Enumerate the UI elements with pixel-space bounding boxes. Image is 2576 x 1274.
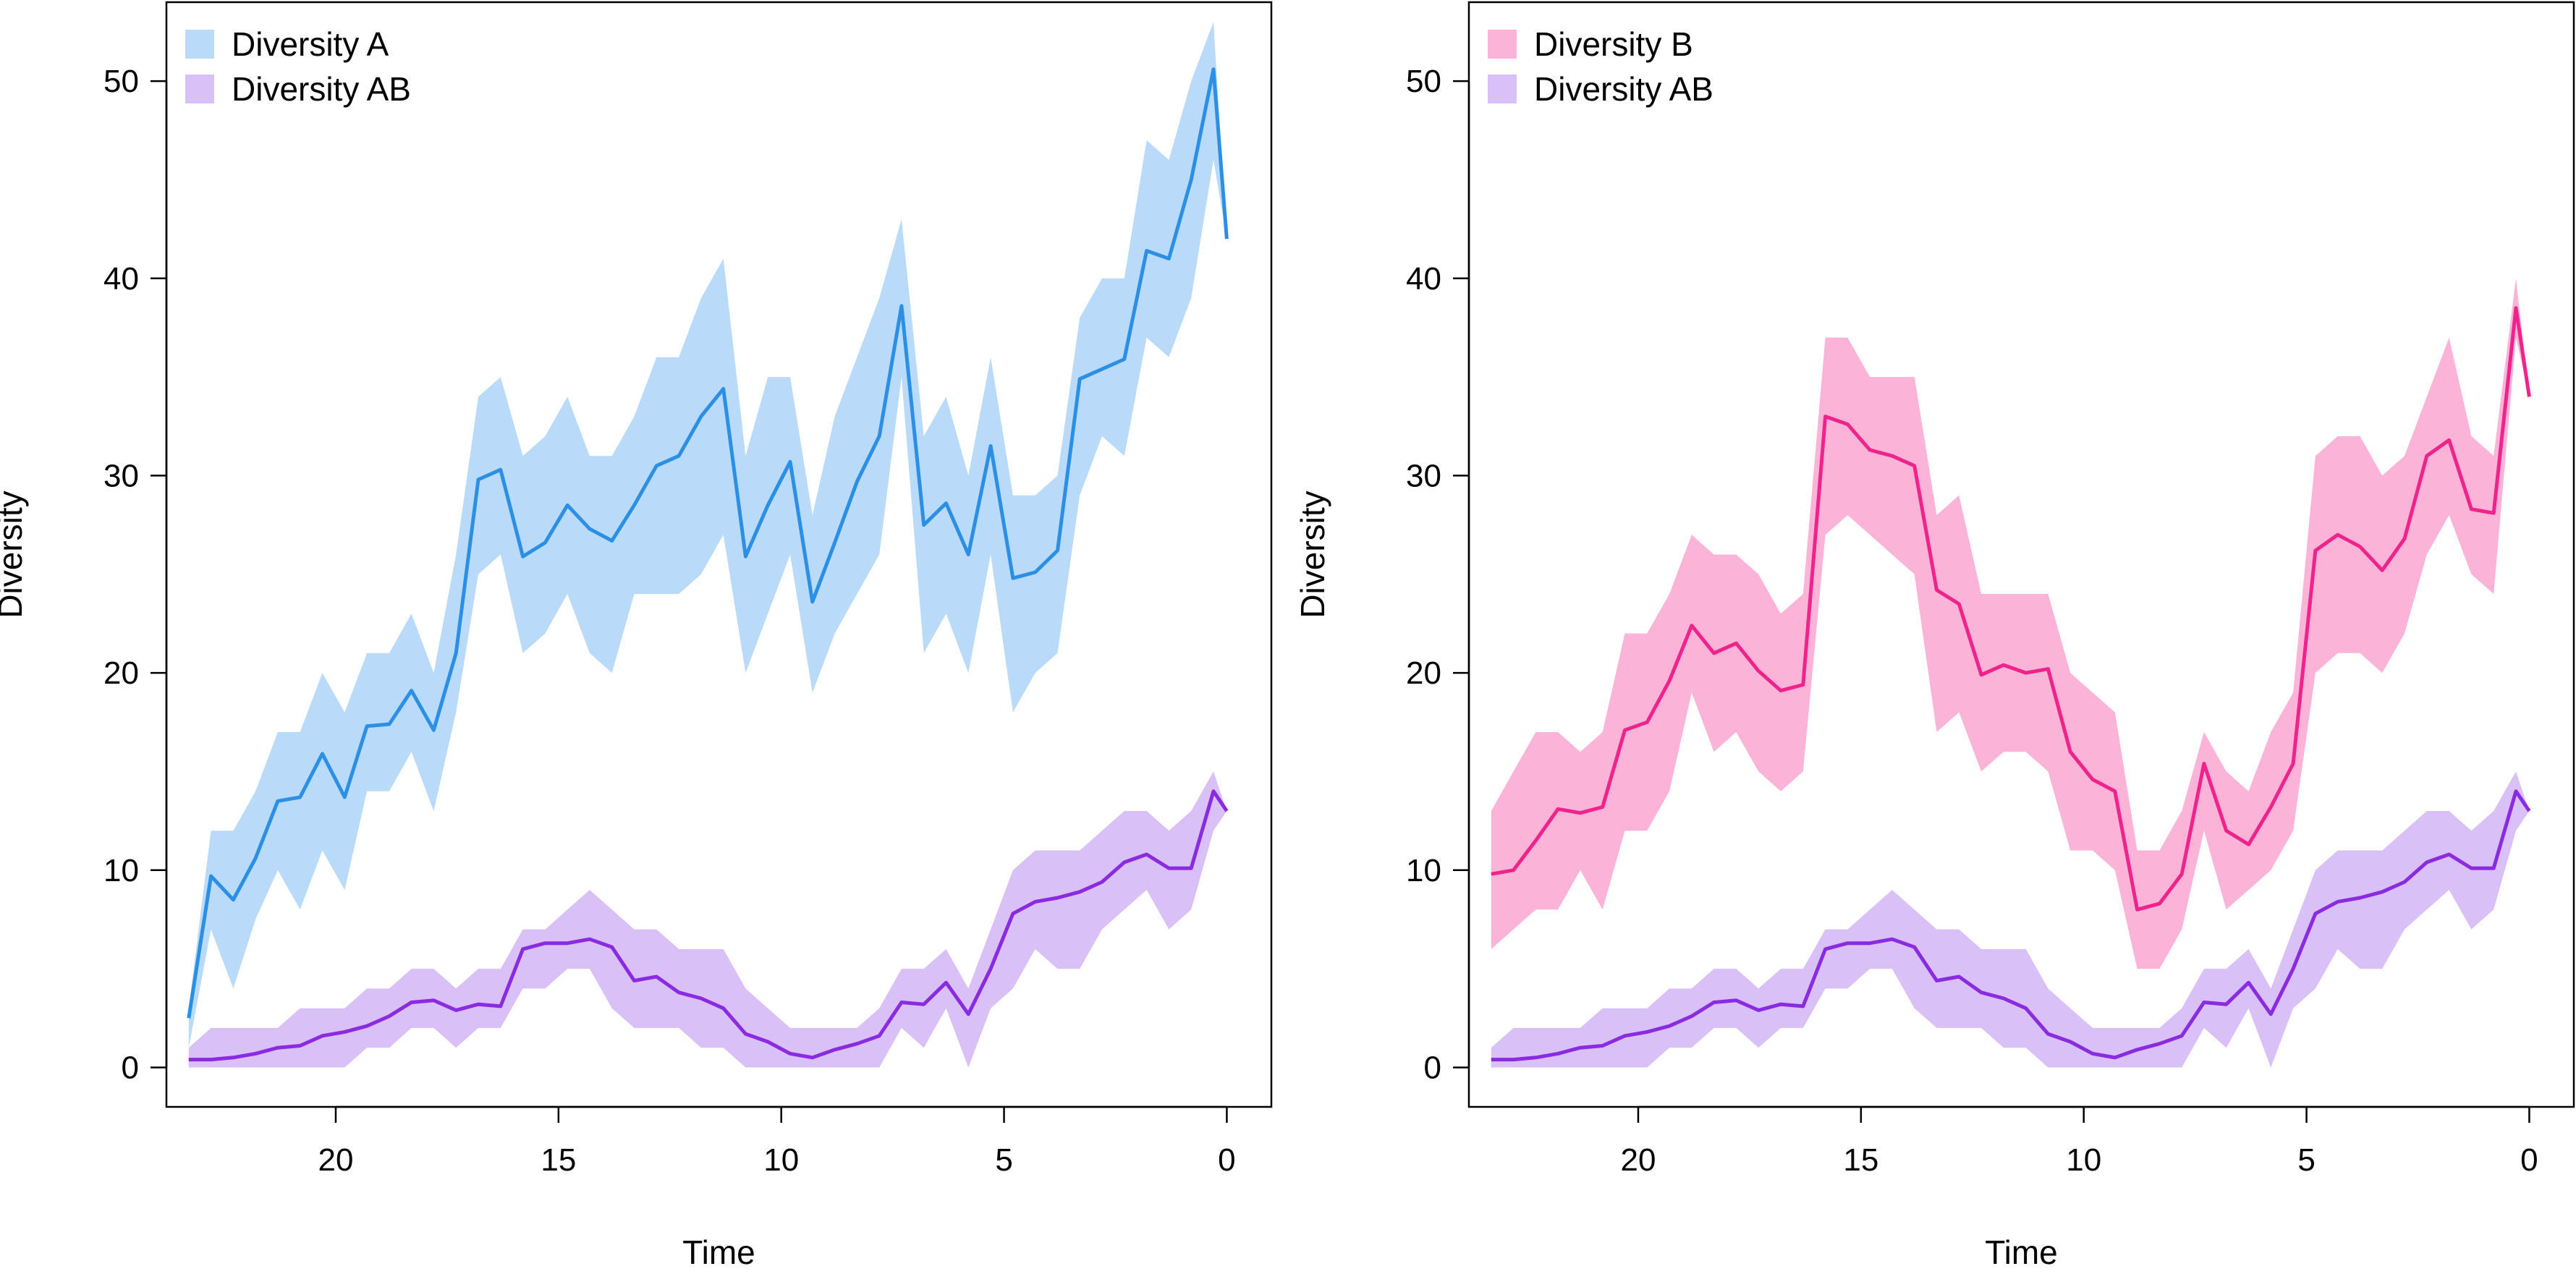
legend-swatch xyxy=(1488,75,1517,103)
band-2 xyxy=(1491,771,2530,1068)
plot-frame xyxy=(165,1,1273,1108)
legend-swatch xyxy=(185,30,214,59)
x-tick-label: 20 xyxy=(1620,1142,1656,1178)
band-1 xyxy=(188,22,1227,1048)
y-tick-label: 30 xyxy=(103,458,139,493)
legend: Diversity B Diversity AB xyxy=(1488,25,1713,108)
x-tick-label: 5 xyxy=(2297,1142,2315,1178)
x-tick-label: 10 xyxy=(763,1142,799,1178)
x-tick-label: 0 xyxy=(2520,1142,2538,1178)
legend-swatch xyxy=(1488,30,1517,59)
legend-label: Diversity AB xyxy=(232,70,411,108)
legend-label: Diversity A xyxy=(232,25,389,63)
legend-label: Diversity B xyxy=(1534,25,1693,63)
y-tick-label: 30 xyxy=(1406,458,1441,493)
series-line-1 xyxy=(187,67,1229,1019)
y-tick-label: 10 xyxy=(1406,853,1441,888)
x-tick-label: 15 xyxy=(541,1142,576,1178)
band-2 xyxy=(188,771,1227,1068)
y-tick-label: 50 xyxy=(1406,64,1441,99)
band-1 xyxy=(1491,278,2530,969)
x-tick-label: 15 xyxy=(1843,1142,1878,1178)
x-axis-label: Time xyxy=(682,1233,755,1271)
legend-label: Diversity AB xyxy=(1534,70,1713,108)
y-tick-label: 10 xyxy=(103,853,139,888)
x-tick-label: 5 xyxy=(995,1142,1012,1178)
y-tick-label: 20 xyxy=(103,655,139,691)
x-axis-label: Time xyxy=(1985,1233,2058,1271)
y-tick-label: 50 xyxy=(103,64,139,99)
series-line-2 xyxy=(1491,789,2531,1062)
legend: Diversity A Diversity AB xyxy=(185,25,411,108)
y-tick-label: 0 xyxy=(1424,1050,1441,1085)
y-tick-label: 40 xyxy=(103,261,139,297)
y-tick-label: 0 xyxy=(122,1050,139,1085)
x-tick-label: 20 xyxy=(318,1142,353,1178)
y-tick-label: 40 xyxy=(1406,261,1441,297)
x-tick-label: 10 xyxy=(2066,1142,2101,1178)
y-axis-label: Diversity xyxy=(0,491,29,618)
series-line-1 xyxy=(1491,306,2531,912)
series-line-2 xyxy=(188,789,1229,1062)
x-tick-label: 0 xyxy=(1218,1142,1235,1178)
y-axis-label: Diversity xyxy=(1294,491,1331,618)
y-tick-label: 20 xyxy=(1406,655,1441,691)
legend-swatch xyxy=(185,75,214,103)
